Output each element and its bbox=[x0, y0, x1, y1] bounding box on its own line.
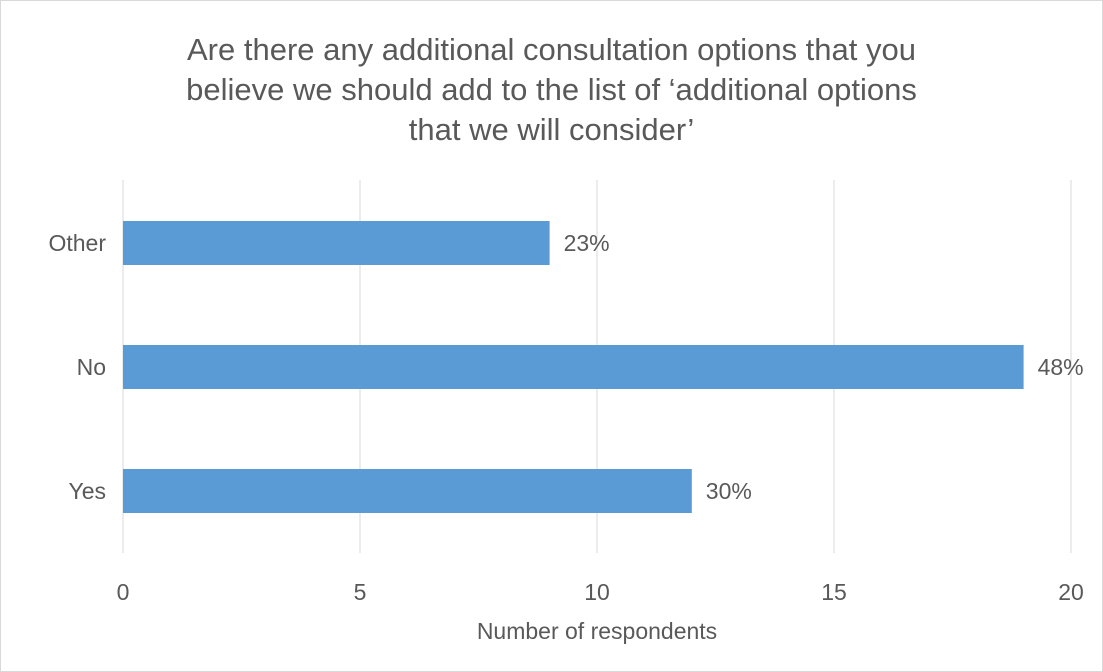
y-category-label: No bbox=[77, 354, 106, 380]
chart-title-line-2: believe we should add to the list of ‘ad… bbox=[186, 72, 917, 107]
chart-title-line-3: that we will consider’ bbox=[408, 112, 695, 147]
bar bbox=[123, 469, 692, 513]
x-tick-label: 5 bbox=[354, 579, 367, 605]
x-tick-label: 20 bbox=[1058, 579, 1084, 605]
bar-data-label: 48% bbox=[1038, 354, 1084, 380]
labels: 0 5 10 15 20 Other 23% No 48% Yes 30% bbox=[48, 230, 1083, 605]
y-category-label: Yes bbox=[68, 478, 106, 504]
chart-title: Are there any additional consultation op… bbox=[0, 30, 1103, 150]
bar bbox=[123, 221, 550, 265]
x-axis-title: Number of respondents bbox=[477, 618, 717, 644]
bar-data-label: 23% bbox=[564, 230, 610, 256]
x-tick-label: 10 bbox=[584, 579, 610, 605]
chart-title-line-1: Are there any additional consultation op… bbox=[187, 32, 916, 67]
bar-data-label: 30% bbox=[706, 478, 752, 504]
x-tick-label: 15 bbox=[821, 579, 847, 605]
bars bbox=[123, 221, 1024, 513]
y-category-label: Other bbox=[48, 230, 106, 256]
bar bbox=[123, 345, 1024, 389]
x-tick-label: 0 bbox=[117, 579, 130, 605]
